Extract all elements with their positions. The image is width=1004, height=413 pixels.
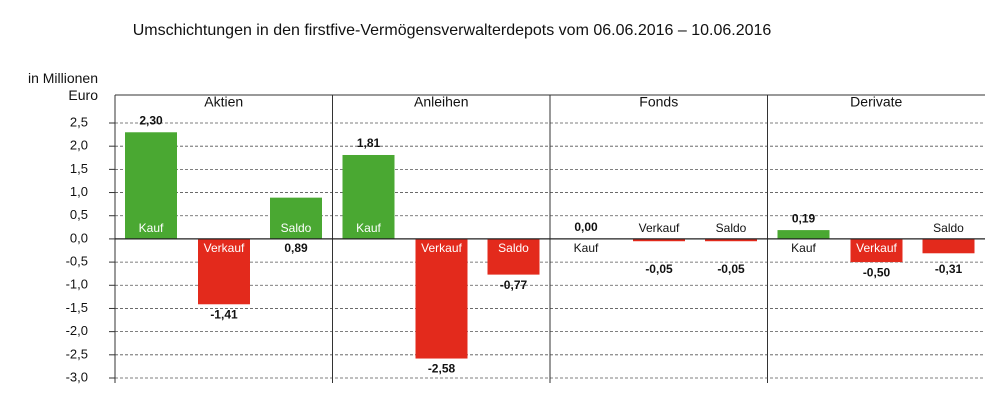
y-tick-label: 0,0 bbox=[70, 230, 88, 245]
value-label: -1,41 bbox=[210, 307, 238, 321]
y-tick-label: -0,5 bbox=[66, 254, 88, 269]
value-label: 2,30 bbox=[139, 113, 163, 127]
value-label: 0,19 bbox=[792, 211, 816, 225]
value-label: 1,81 bbox=[357, 136, 381, 150]
bar bbox=[270, 197, 322, 239]
y-tick-label: -2,5 bbox=[66, 346, 88, 361]
bar-name: Saldo bbox=[281, 221, 312, 235]
chart-title: Umschichtungen in den firstfive-Vermögen… bbox=[133, 22, 772, 39]
y-axis-label: in Millionen Euro bbox=[27, 70, 98, 103]
bar-name: Verkauf bbox=[856, 241, 897, 255]
value-label: -2,58 bbox=[428, 362, 456, 376]
bar bbox=[198, 238, 250, 305]
bar bbox=[125, 132, 177, 239]
value-label: -0,05 bbox=[645, 262, 673, 276]
bar-name: Kauf bbox=[139, 221, 164, 235]
y-tick-label: 2,5 bbox=[70, 114, 88, 129]
panel-title: Aktien bbox=[204, 94, 243, 110]
panel-title: Derivate bbox=[850, 94, 902, 110]
panel-title: Anleihen bbox=[414, 94, 469, 110]
y-tick-label: -1,0 bbox=[66, 277, 88, 292]
value-label: 0,89 bbox=[284, 241, 308, 255]
y-tick-label: 1,0 bbox=[70, 184, 88, 199]
bar bbox=[777, 230, 830, 239]
bar-name: Kauf bbox=[356, 221, 381, 235]
bar bbox=[415, 238, 468, 359]
bar bbox=[850, 238, 903, 263]
bar-name: Kauf bbox=[791, 241, 816, 255]
bar-name: Kauf bbox=[574, 241, 599, 255]
panel-title: Fonds bbox=[639, 94, 678, 110]
bar bbox=[705, 238, 757, 242]
value-label: 0,00 bbox=[574, 220, 598, 234]
y-tick-label: -1,5 bbox=[66, 300, 88, 315]
y-tick-label: 2,0 bbox=[70, 138, 88, 153]
y-tick-label: -2,0 bbox=[66, 323, 88, 338]
value-label: -0,05 bbox=[717, 262, 745, 276]
bar bbox=[342, 154, 395, 239]
bar-name: Verkauf bbox=[421, 241, 462, 255]
bar bbox=[487, 238, 540, 275]
bar-name: Verkauf bbox=[639, 221, 680, 235]
bar bbox=[633, 238, 685, 242]
y-tick-label: 1,5 bbox=[70, 161, 88, 176]
bar-name: Saldo bbox=[498, 241, 529, 255]
y-tick-label: -3,0 bbox=[66, 369, 88, 384]
bar-name: Verkauf bbox=[204, 241, 245, 255]
value-label: -0,31 bbox=[935, 262, 963, 276]
y-tick-label: 0,5 bbox=[70, 207, 88, 222]
bar-name: Saldo bbox=[716, 221, 747, 235]
bar bbox=[922, 238, 975, 254]
value-label: -0,77 bbox=[500, 278, 528, 292]
bar-name: Saldo bbox=[933, 221, 964, 235]
value-label: -0,50 bbox=[863, 265, 891, 279]
